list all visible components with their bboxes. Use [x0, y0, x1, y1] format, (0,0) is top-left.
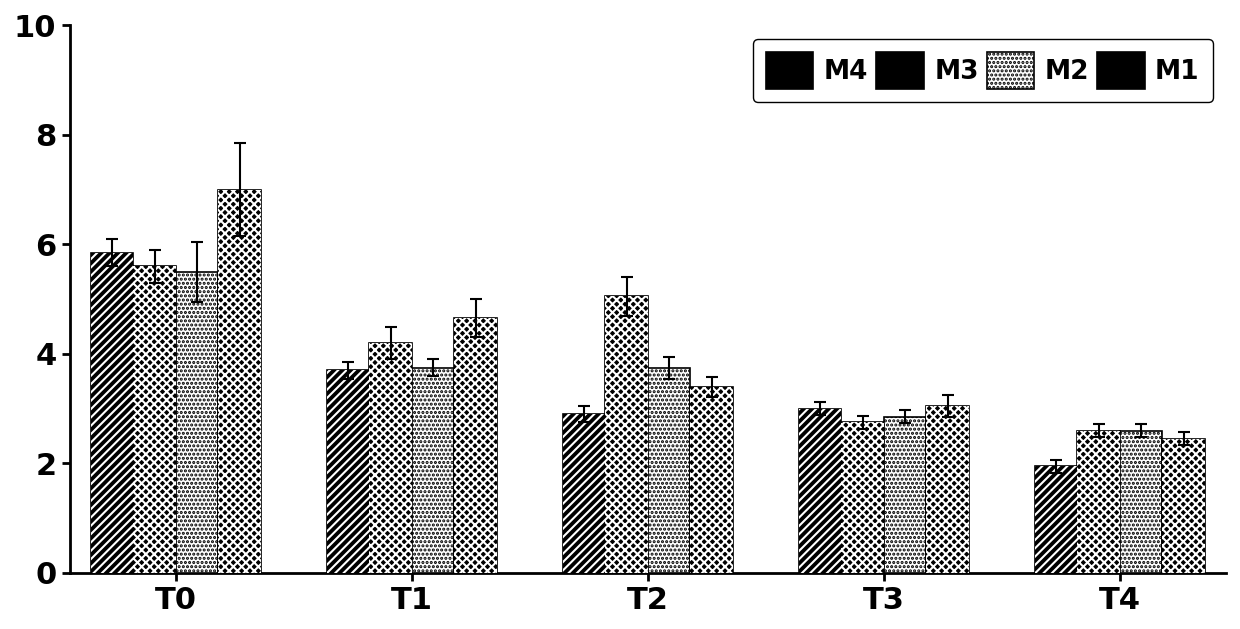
Bar: [370, 343, 412, 573]
Bar: [454, 318, 497, 573]
Bar: [218, 190, 260, 573]
Bar: [799, 409, 842, 573]
Bar: [647, 367, 691, 573]
Bar: [1120, 431, 1162, 573]
Bar: [412, 367, 454, 573]
Legend: M4, M3, M2, M1: M4, M3, M2, M1: [753, 38, 1213, 103]
Bar: [926, 406, 968, 573]
Bar: [176, 272, 218, 573]
Bar: [605, 296, 647, 573]
Bar: [884, 417, 926, 573]
Bar: [563, 414, 605, 573]
Bar: [412, 367, 454, 573]
Bar: [1162, 439, 1205, 573]
Bar: [884, 417, 926, 573]
Bar: [799, 409, 842, 573]
Bar: [1162, 439, 1205, 573]
Bar: [1078, 431, 1120, 573]
Bar: [1078, 431, 1120, 573]
Bar: [842, 422, 884, 573]
Bar: [370, 343, 412, 573]
Bar: [91, 253, 134, 573]
Bar: [218, 190, 260, 573]
Bar: [605, 296, 647, 573]
Bar: [647, 367, 691, 573]
Bar: [134, 266, 176, 573]
Bar: [842, 422, 884, 573]
Bar: [176, 272, 218, 573]
Bar: [91, 253, 134, 573]
Bar: [1035, 466, 1078, 573]
Bar: [1035, 466, 1078, 573]
Bar: [691, 387, 733, 573]
Bar: [134, 266, 176, 573]
Bar: [454, 318, 497, 573]
Bar: [1120, 431, 1162, 573]
Bar: [327, 370, 370, 573]
Bar: [327, 370, 370, 573]
Bar: [926, 406, 968, 573]
Bar: [691, 387, 733, 573]
Bar: [563, 414, 605, 573]
